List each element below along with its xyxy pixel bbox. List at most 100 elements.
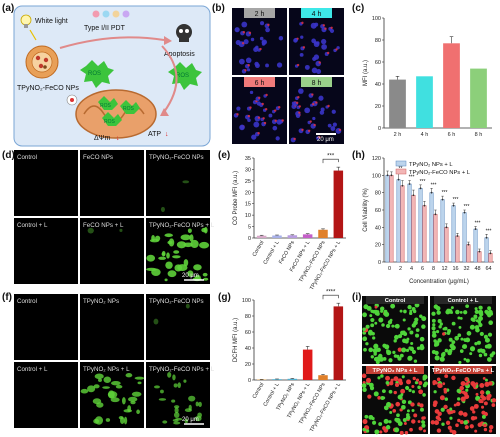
legend-swatch-1 bbox=[395, 160, 407, 167]
y-tick-label: 0 bbox=[248, 378, 251, 384]
bar-2-6 bbox=[444, 227, 449, 263]
x-tick-label: 6 bbox=[421, 266, 424, 272]
y-tick-label: 40 bbox=[245, 346, 251, 352]
panel-label-e: (e) bbox=[218, 150, 231, 161]
significance-label: **** bbox=[326, 290, 336, 296]
x-tick-label: TPyNO₂-FeCO NPs + L bbox=[309, 382, 342, 433]
y-tick-label: 60 bbox=[375, 208, 381, 214]
bar-2-2 bbox=[400, 185, 405, 263]
bar-2-10 bbox=[488, 253, 493, 263]
bar-5 bbox=[318, 375, 328, 380]
panel_f-micrograph-3: TPyNO₂-FeCO NPs bbox=[146, 294, 210, 360]
x-tick-label: 12 bbox=[441, 266, 447, 272]
scale-label-b: 20 μm bbox=[317, 137, 334, 143]
bar-3 bbox=[443, 43, 460, 128]
bar-1-10 bbox=[484, 237, 489, 263]
panel-label-i: (i) bbox=[352, 292, 362, 303]
apoptosis-skull-icon bbox=[176, 24, 192, 42]
bar-4 bbox=[302, 349, 313, 380]
schematic-a: White light TPyNO₂-FeCO NPs Type I/II PD… bbox=[13, 5, 211, 147]
x-tick-label: 2 h bbox=[394, 132, 402, 138]
panel-i-micrograph-2: Control + L bbox=[430, 296, 496, 365]
y-axis-label: Cell Viability (%) bbox=[363, 188, 369, 232]
panel_f-label-4: Control + L bbox=[17, 366, 48, 373]
bar-1-3 bbox=[407, 183, 412, 263]
panel-label-c: (c) bbox=[352, 3, 365, 14]
significance-mark: *** bbox=[409, 175, 415, 181]
panel_f-micrograph-6: TPyNO₂-FeCO NPs + L bbox=[146, 362, 215, 428]
x-tick-label: 4 bbox=[410, 266, 413, 272]
y-tick-label: 100 bbox=[372, 173, 381, 179]
x-tick-label: 8 h bbox=[475, 132, 483, 138]
bar-1-1 bbox=[385, 175, 390, 263]
panel-i-micrograph-3: TPyNO₂ NPs + L bbox=[361, 366, 429, 435]
significance-label: *** bbox=[327, 154, 335, 160]
panel-label-h: (h) bbox=[352, 150, 365, 161]
y-tick-label: 20 bbox=[375, 104, 381, 110]
panel_d-scale-label: 20 μm bbox=[182, 273, 199, 279]
x-tick-label: 48 bbox=[474, 266, 480, 272]
panel-i-label-1: Control bbox=[385, 298, 406, 304]
bar-4 bbox=[302, 234, 313, 238]
x-tick-label: TPyNO₂-FeCO NPs + L bbox=[309, 240, 342, 291]
panel-label-d: (d) bbox=[2, 150, 15, 161]
y-tick-label: 80 bbox=[375, 191, 381, 197]
time-label-2: 4 h bbox=[312, 11, 322, 18]
legend-swatch-2 bbox=[395, 168, 407, 175]
panel-i-label-4: TPyNO₂-FeCO NPs + L bbox=[432, 368, 495, 374]
ros-label-2: ROS bbox=[176, 73, 189, 79]
ros-burst-icon: ROS bbox=[80, 60, 114, 88]
y-tick-label: 40 bbox=[375, 225, 381, 231]
panel-label-a: (a) bbox=[2, 3, 15, 14]
y-tick-label: 15 bbox=[245, 202, 251, 208]
significance-mark: *** bbox=[420, 179, 426, 185]
y-tick-label: 80 bbox=[245, 314, 251, 320]
time-label-4: 8 h bbox=[312, 80, 322, 87]
micrograph-b-3: 6 h bbox=[232, 77, 287, 144]
bar-5 bbox=[318, 229, 328, 238]
panel_d-label-4: Control + L bbox=[17, 222, 48, 229]
y-tick-label: 0 bbox=[378, 260, 381, 266]
bar-1 bbox=[256, 235, 267, 238]
y-tick-label: 40 bbox=[375, 82, 381, 88]
ros-label-3: ROS bbox=[100, 103, 112, 109]
panel_d-label-1: Control bbox=[17, 154, 37, 161]
significance-bracket bbox=[322, 294, 339, 300]
panel_f-micrograph-2: TPyNO₂ NPs bbox=[80, 294, 144, 360]
panel-label-f: (f) bbox=[2, 292, 12, 303]
significance-mark: *** bbox=[486, 228, 492, 234]
bar-1-7 bbox=[451, 205, 456, 263]
bar-1-8 bbox=[462, 212, 467, 263]
panel-label-g: (g) bbox=[218, 292, 231, 303]
ros-label-4: ROS bbox=[123, 106, 135, 112]
y-tick-label: 30 bbox=[245, 167, 251, 173]
micrograph-grid-b: 2 h 4 h 6 h 8 h 20 μm bbox=[232, 8, 344, 144]
x-tick-label: Control bbox=[252, 382, 266, 400]
y-tick-label: 20 bbox=[245, 190, 251, 196]
panel_f-scale-label: 20 μm bbox=[182, 417, 199, 423]
y-tick-label: 0 bbox=[248, 236, 251, 242]
micrograph-grid-d: Control FeCO NPs TPyNO₂-FeCO NPs Control + … bbox=[14, 150, 215, 284]
significance-mark: *** bbox=[475, 220, 481, 226]
x-tick-label: Control bbox=[252, 240, 266, 258]
x-axis-label: Concentration (μg/mL) bbox=[409, 279, 469, 285]
ros-label-5: ROS bbox=[104, 119, 116, 125]
micrograph-b-1: 2 h bbox=[232, 8, 287, 75]
bar-6 bbox=[333, 306, 344, 380]
micrograph-grid-i: Control Control + L TPyNO₂ NPs + L TPyNO₂-F… bbox=[361, 296, 497, 435]
panel-label-b: (b) bbox=[212, 3, 225, 14]
bar-1-4 bbox=[418, 188, 423, 263]
bar-2-1 bbox=[389, 175, 394, 263]
panel_d-micrograph-1: Control bbox=[14, 150, 78, 216]
panel_f-label-2: TPyNO₂ NPs bbox=[83, 298, 119, 305]
ros-label-1: ROS bbox=[88, 71, 101, 77]
y-axis-label: CO Probe MFI (a.u.) bbox=[233, 171, 239, 225]
x-tick-label: 16 bbox=[452, 266, 458, 272]
panel_d-micrograph-2: FeCO NPs bbox=[80, 150, 144, 216]
bar-6 bbox=[333, 170, 344, 238]
bar-2 bbox=[272, 235, 282, 238]
time-tag-4 bbox=[301, 77, 332, 87]
pdt-label: Type I/II PDT bbox=[84, 25, 126, 32]
y-tick-label: 0 bbox=[378, 126, 381, 132]
